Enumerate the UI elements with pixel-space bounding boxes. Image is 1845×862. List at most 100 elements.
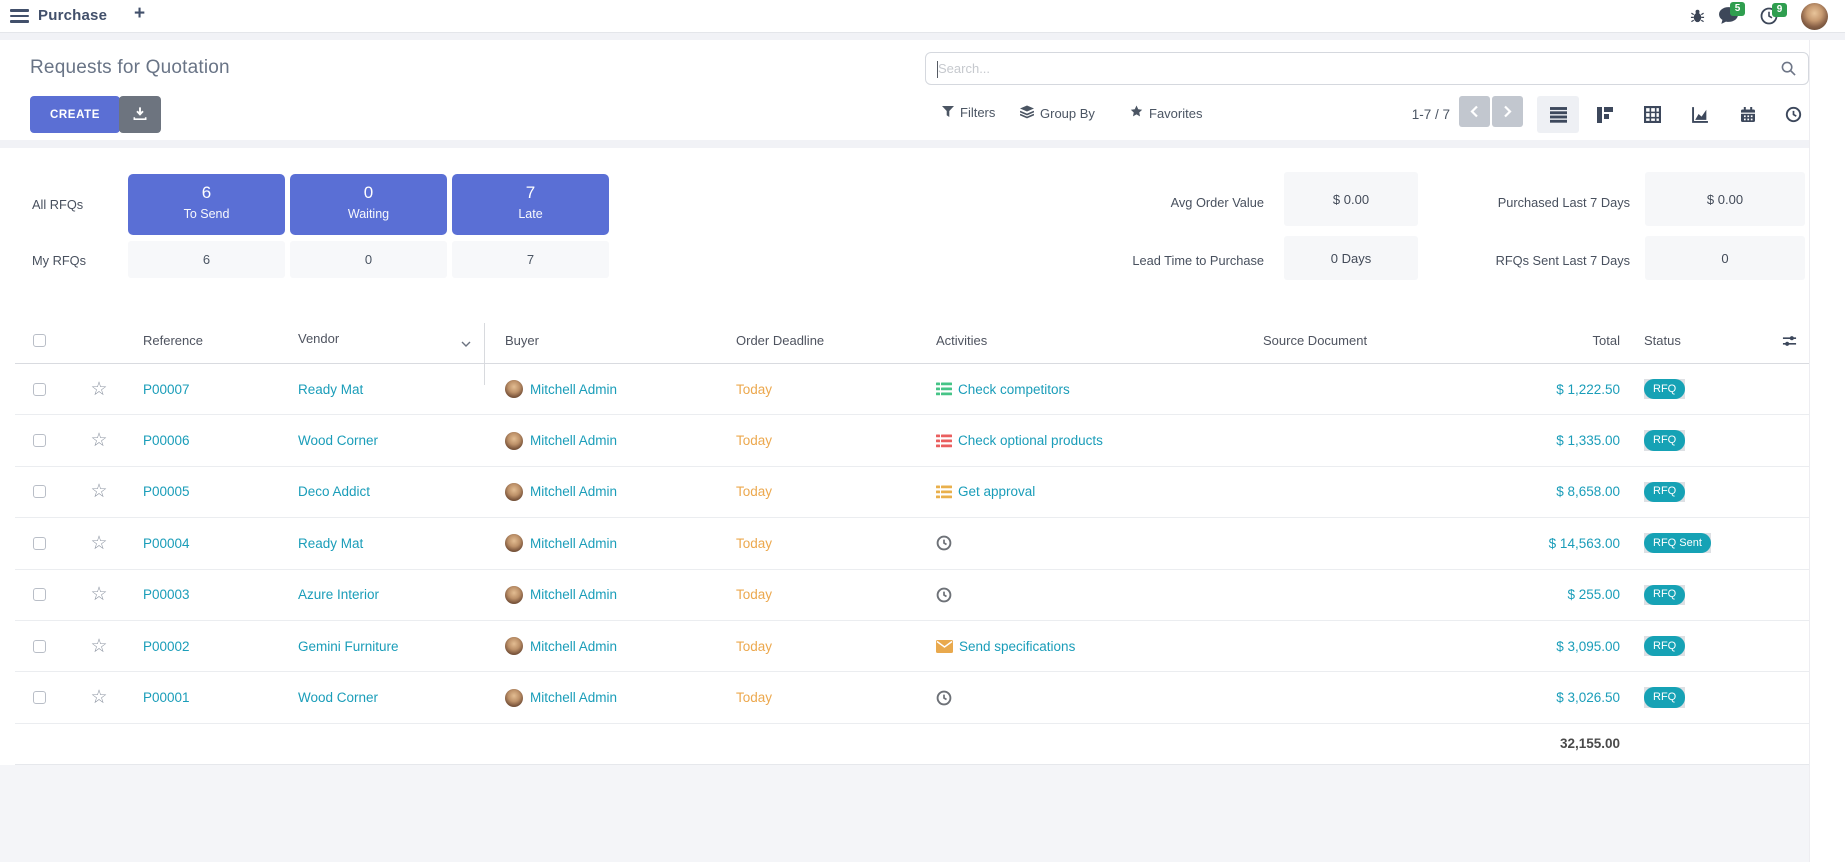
header-total[interactable]: Total bbox=[1592, 333, 1620, 348]
my-late-value[interactable]: 7 bbox=[452, 241, 609, 278]
vendor-link[interactable]: Wood Corner bbox=[298, 433, 379, 449]
activity-cell[interactable]: Get approval bbox=[928, 484, 1255, 499]
row-checkbox[interactable] bbox=[32, 639, 46, 653]
vendor-link[interactable]: Ready Mat bbox=[298, 535, 364, 551]
buyer-link[interactable]: Mitchell Admin bbox=[530, 535, 618, 551]
activity-cell[interactable] bbox=[928, 587, 1255, 603]
table-row[interactable]: ☆ P00005 Deco Addict Mitchell Admin Toda… bbox=[15, 466, 1809, 519]
activity-envelope-icon[interactable] bbox=[936, 639, 953, 653]
search-input[interactable] bbox=[926, 53, 1781, 84]
view-kanban-button[interactable] bbox=[1584, 96, 1626, 133]
buyer-link[interactable]: Mitchell Admin bbox=[530, 433, 618, 449]
view-pivot-button[interactable] bbox=[1631, 96, 1673, 133]
table-row[interactable]: ☆ P00002 Gemini Furniture Mitchell Admin… bbox=[15, 620, 1809, 673]
sort-chevron-icon[interactable] bbox=[461, 336, 471, 351]
vendor-link[interactable]: Wood Corner bbox=[298, 690, 379, 706]
header-buyer[interactable]: Buyer bbox=[505, 333, 539, 348]
favorites-button[interactable]: Favorites bbox=[1130, 105, 1202, 121]
activity-cell[interactable]: Check competitors bbox=[928, 382, 1255, 397]
search-bar[interactable] bbox=[925, 52, 1809, 85]
buyer-link[interactable]: Mitchell Admin bbox=[530, 484, 618, 500]
favorite-star-icon[interactable]: ☆ bbox=[90, 377, 108, 400]
plus-icon[interactable]: + bbox=[134, 3, 146, 24]
create-button[interactable]: CREATE bbox=[30, 96, 121, 133]
search-icon[interactable] bbox=[1781, 61, 1796, 76]
scrollbar-gutter[interactable] bbox=[1809, 40, 1845, 862]
reference-link[interactable]: P00004 bbox=[143, 535, 190, 551]
group-by-button[interactable]: Group By bbox=[1019, 105, 1095, 122]
header-source-document[interactable]: Source Document bbox=[1263, 333, 1368, 348]
table-row[interactable]: ☆ P00003 Azure Interior Mitchell Admin T… bbox=[15, 569, 1809, 621]
kpi-late-button[interactable]: 7 Late bbox=[452, 174, 609, 235]
table-row[interactable]: ☆ P00001 Wood Corner Mitchell Admin Toda… bbox=[15, 672, 1809, 724]
view-calendar-button[interactable] bbox=[1727, 96, 1769, 133]
favorite-star-icon[interactable]: ☆ bbox=[90, 429, 108, 452]
apps-menu-icon[interactable] bbox=[10, 9, 29, 23]
row-checkbox[interactable] bbox=[32, 485, 46, 499]
activity-cell[interactable] bbox=[928, 690, 1255, 706]
activity-list-icon[interactable] bbox=[936, 382, 952, 396]
reference-link[interactable]: P00001 bbox=[143, 690, 190, 706]
table-row[interactable]: ☆ P00007 Ready Mat Mitchell Admin Today … bbox=[15, 364, 1809, 416]
reference-link[interactable]: P00007 bbox=[143, 381, 190, 397]
activity-list-icon[interactable] bbox=[936, 485, 952, 499]
buyer-link[interactable]: Mitchell Admin bbox=[530, 587, 618, 603]
reference-link[interactable]: P00002 bbox=[143, 638, 190, 654]
row-checkbox[interactable] bbox=[32, 588, 46, 602]
row-checkbox[interactable] bbox=[32, 536, 46, 550]
header-reference[interactable]: Reference bbox=[143, 333, 203, 348]
favorite-star-icon[interactable]: ☆ bbox=[90, 480, 108, 503]
header-activities[interactable]: Activities bbox=[936, 333, 988, 348]
pager-next-button[interactable] bbox=[1492, 96, 1523, 127]
vendor-link[interactable]: Deco Addict bbox=[298, 484, 371, 500]
buyer-link[interactable]: Mitchell Admin bbox=[530, 381, 618, 397]
export-download-button[interactable] bbox=[119, 96, 161, 133]
favorite-star-icon[interactable]: ☆ bbox=[90, 686, 108, 709]
favorite-star-icon[interactable]: ☆ bbox=[90, 531, 108, 554]
reference-link[interactable]: P00006 bbox=[143, 433, 190, 449]
activity-cell[interactable]: Send specifications bbox=[928, 639, 1255, 654]
reference-link[interactable]: P00003 bbox=[143, 587, 190, 603]
pager-previous-button[interactable] bbox=[1459, 96, 1490, 127]
vendor-link[interactable]: Azure Interior bbox=[298, 587, 380, 603]
reference-link[interactable]: P00005 bbox=[143, 484, 190, 500]
row-checkbox[interactable] bbox=[32, 382, 46, 396]
row-checkbox[interactable] bbox=[32, 434, 46, 448]
buyer-link[interactable]: Mitchell Admin bbox=[530, 638, 618, 654]
table-row[interactable]: ☆ P00006 Wood Corner Mitchell Admin Toda… bbox=[15, 415, 1809, 467]
view-graph-button[interactable] bbox=[1679, 96, 1721, 133]
favorite-star-icon[interactable]: ☆ bbox=[90, 583, 108, 606]
row-checkbox[interactable] bbox=[32, 691, 46, 705]
optional-columns-button[interactable] bbox=[1770, 334, 1808, 348]
my-to-send-value[interactable]: 6 bbox=[128, 241, 285, 278]
activity-cell[interactable] bbox=[928, 535, 1255, 551]
buyer-link[interactable]: Mitchell Admin bbox=[530, 690, 618, 706]
vendor-link[interactable]: Ready Mat bbox=[298, 381, 364, 397]
select-all-checkbox[interactable] bbox=[32, 334, 46, 347]
view-activity-button[interactable] bbox=[1772, 96, 1814, 133]
header-vendor[interactable]: Vendor bbox=[290, 322, 485, 385]
activity-label[interactable]: Check competitors bbox=[958, 381, 1070, 397]
app-name[interactable]: Purchase bbox=[38, 7, 108, 24]
activity-label[interactable]: Check optional products bbox=[958, 433, 1103, 449]
activity-list-icon[interactable] bbox=[936, 434, 952, 448]
kpi-waiting-button[interactable]: 0 Waiting bbox=[290, 174, 447, 235]
header-order-deadline[interactable]: Order Deadline bbox=[736, 333, 825, 348]
activities-clock-icon[interactable]: 9 bbox=[1760, 3, 1787, 30]
filters-button[interactable]: Filters bbox=[942, 105, 995, 120]
table-row[interactable]: ☆ P00004 Ready Mat Mitchell Admin Today … bbox=[15, 518, 1809, 570]
vendor-link[interactable]: Gemini Furniture bbox=[298, 638, 399, 654]
my-waiting-value[interactable]: 0 bbox=[290, 241, 447, 278]
activity-label[interactable]: Send specifications bbox=[959, 638, 1076, 654]
activity-label[interactable]: Get approval bbox=[958, 484, 1036, 500]
header-status[interactable]: Status bbox=[1644, 333, 1681, 348]
messages-icon[interactable]: 5 bbox=[1718, 2, 1745, 30]
kpi-to-send-button[interactable]: 6 To Send bbox=[128, 174, 285, 235]
activity-clock-icon[interactable] bbox=[936, 587, 952, 603]
favorite-star-icon[interactable]: ☆ bbox=[90, 634, 108, 657]
view-list-button[interactable] bbox=[1537, 96, 1579, 133]
activity-clock-icon[interactable] bbox=[936, 690, 952, 706]
user-avatar[interactable] bbox=[1801, 3, 1828, 30]
debug-bug-icon[interactable] bbox=[1690, 8, 1705, 29]
activity-cell[interactable]: Check optional products bbox=[928, 433, 1255, 448]
